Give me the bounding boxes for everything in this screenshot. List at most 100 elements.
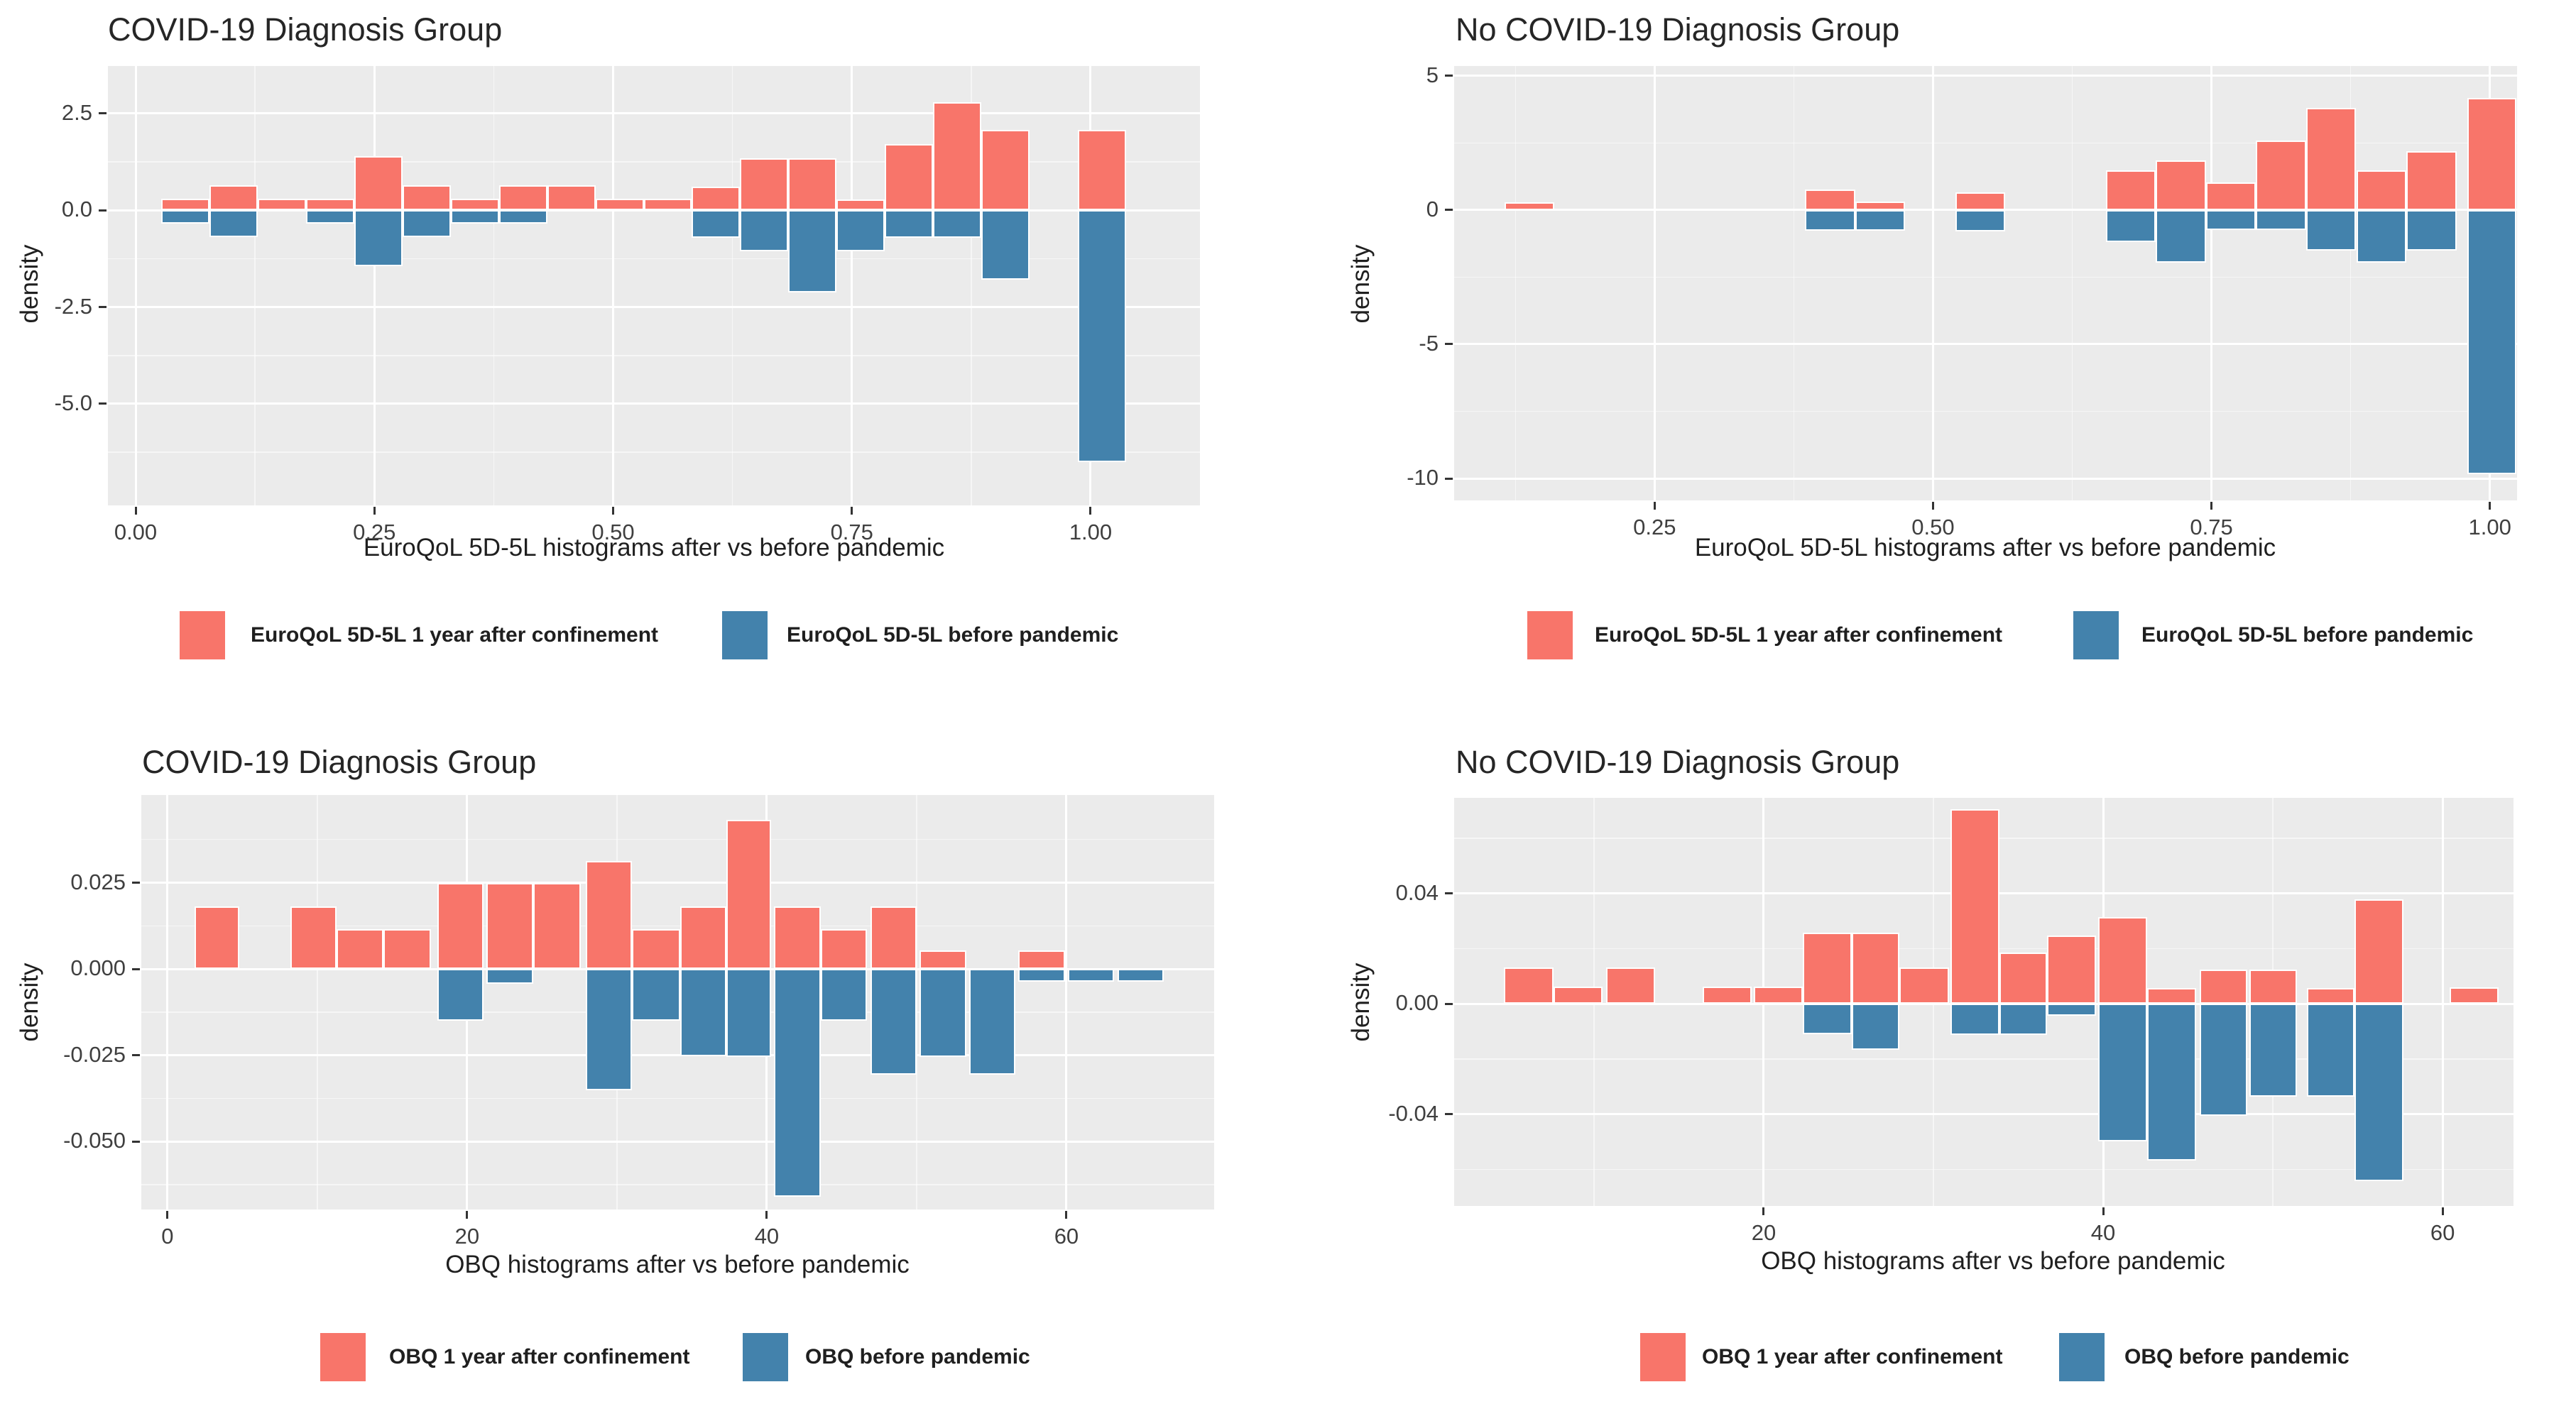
- y-tick-mark: [99, 112, 107, 115]
- histogram-bar-before: [161, 210, 210, 224]
- histogram-bar-after: [585, 861, 633, 970]
- histogram-bar-before: [2249, 1004, 2297, 1097]
- gridline-x-minor: [493, 66, 495, 505]
- gridline-y-major: [141, 1054, 1214, 1057]
- gridline-y-major: [108, 209, 1200, 212]
- y-tick-mark: [132, 967, 140, 970]
- legend-label-before: EuroQoL 5D-5L before pandemic: [787, 623, 1119, 647]
- x-tick-mark: [851, 507, 853, 515]
- x-axis-title: EuroQoL 5D-5L histograms after vs before…: [363, 534, 945, 561]
- x-tick-label: 0.00: [114, 520, 158, 544]
- gridline-x-major: [1931, 66, 1934, 500]
- histogram-bar-after: [437, 883, 484, 970]
- histogram-bar-after: [2047, 935, 2097, 1004]
- x-tick-label: 1.00: [2468, 515, 2511, 539]
- histogram-bar-before: [2305, 209, 2357, 251]
- gridline-x-minor: [1793, 66, 1795, 500]
- gridline-y-minor: [141, 1184, 1214, 1185]
- histogram-bar-before: [968, 969, 1016, 1075]
- gridline-x-major: [851, 66, 853, 505]
- histogram-bar-after: [209, 185, 258, 211]
- histogram-bar-before: [692, 210, 741, 238]
- y-tick-label: 0.00: [1395, 990, 1439, 1016]
- histogram-bar-before: [437, 969, 484, 1021]
- x-tick-mark: [134, 507, 137, 515]
- gridline-x-minor: [1515, 66, 1517, 500]
- x-tick-mark: [1653, 502, 1656, 510]
- histogram-bar-after: [161, 198, 210, 211]
- x-tick-mark: [612, 507, 614, 515]
- histogram-bar-before: [2356, 209, 2407, 263]
- histogram-bar-after: [194, 906, 240, 970]
- y-tick-label: 0.04: [1395, 879, 1439, 905]
- gridline-x-major: [373, 66, 376, 505]
- gridline-x-minor: [916, 795, 917, 1210]
- histogram-bar-after: [595, 198, 644, 211]
- histogram-bar-after: [2467, 97, 2517, 210]
- histogram-bar-before: [1855, 209, 1906, 231]
- histogram-bar-before: [2105, 209, 2156, 243]
- histogram-bar-before: [2306, 1004, 2354, 1097]
- histogram-bar-before: [2467, 209, 2517, 474]
- histogram-bar-before: [933, 210, 981, 238]
- histogram-bar-before: [2097, 1004, 2148, 1141]
- histogram-bar-after: [1899, 967, 1949, 1004]
- gridline-y-minor: [1454, 1168, 2514, 1170]
- plot-area: [141, 795, 1214, 1210]
- histogram-bar-after: [290, 906, 337, 970]
- y-tick-label: 0.025: [70, 869, 126, 894]
- histogram-bar-after: [740, 158, 789, 211]
- histogram-bar-before: [2256, 209, 2306, 231]
- histogram-bar-after: [2200, 969, 2248, 1004]
- histogram-bar-after: [2406, 150, 2457, 210]
- histogram-bar-before: [726, 969, 772, 1058]
- histogram-bar-after: [258, 198, 307, 211]
- histogram-bar-before: [1950, 1004, 2000, 1036]
- histogram-bar-after: [2449, 987, 2499, 1004]
- histogram-bar-before: [2156, 209, 2206, 263]
- gridline-y-major: [141, 882, 1214, 884]
- histogram-bar-after: [2256, 140, 2306, 210]
- histogram-bar-after: [450, 198, 499, 211]
- gridline-x-major: [1653, 66, 1656, 500]
- y-tick-mark: [1445, 209, 1453, 212]
- histogram-bar-after: [870, 906, 917, 970]
- histogram-bar-before: [1852, 1004, 1900, 1050]
- histogram-bar-before: [788, 210, 837, 293]
- x-tick-label: 20: [1751, 1220, 1777, 1245]
- x-tick-label: 1.00: [1069, 520, 1113, 544]
- x-tick-mark: [1065, 1211, 1068, 1219]
- y-tick-mark: [1445, 343, 1453, 346]
- histogram-bar-before: [1068, 969, 1115, 982]
- histogram-bar-before: [632, 969, 680, 1021]
- x-tick-mark: [1931, 502, 1934, 510]
- gridline-x-minor: [2071, 66, 2073, 500]
- x-tick-label: 60: [1054, 1224, 1079, 1249]
- y-tick-label: 2.5: [61, 99, 92, 125]
- y-tick-mark: [99, 306, 107, 309]
- histogram-bar-after: [788, 158, 837, 211]
- x-tick-label: 20: [454, 1224, 480, 1249]
- page-title: COVID-19 Diagnosis Group: [108, 11, 503, 48]
- y-tick-label: -10: [1407, 465, 1439, 490]
- gridline-y-minor: [1454, 276, 2517, 278]
- histogram-bar-after: [1950, 808, 2000, 1004]
- histogram-bar-before: [2147, 1004, 2197, 1161]
- histogram-bar-before: [306, 210, 354, 224]
- histogram-bar-after: [836, 199, 885, 211]
- histogram-bar-after: [643, 198, 692, 211]
- gridline-x-major: [166, 795, 169, 1210]
- histogram-bar-after: [547, 185, 596, 211]
- legend-label-after: EuroQoL 5D-5L 1 year after confinement: [1595, 623, 2003, 647]
- histogram-bar-after: [402, 185, 451, 211]
- x-tick-mark: [2441, 1207, 2444, 1215]
- histogram-bar-after: [383, 928, 432, 970]
- histogram-bar-before: [836, 210, 885, 252]
- y-tick-mark: [99, 209, 107, 212]
- y-tick-mark: [132, 1140, 140, 1143]
- histogram-bar-after: [632, 928, 680, 970]
- y-tick-label: 0: [1426, 196, 1439, 221]
- gridline-y-major: [1454, 477, 2517, 480]
- gridline-y-minor: [141, 838, 1214, 840]
